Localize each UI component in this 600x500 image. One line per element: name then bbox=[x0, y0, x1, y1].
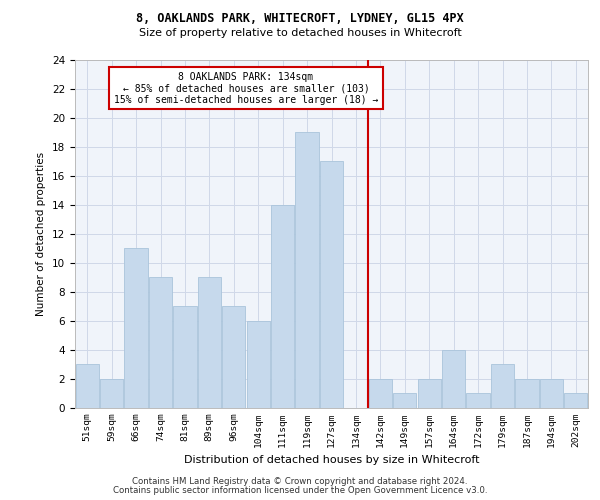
Bar bbox=[515, 378, 539, 408]
Text: Contains public sector information licensed under the Open Government Licence v3: Contains public sector information licen… bbox=[113, 486, 487, 495]
Bar bbox=[222, 306, 245, 408]
Bar bbox=[100, 378, 123, 408]
Bar bbox=[564, 393, 587, 407]
Bar bbox=[466, 393, 490, 407]
Text: Size of property relative to detached houses in Whitecroft: Size of property relative to detached ho… bbox=[139, 28, 461, 38]
Bar bbox=[320, 162, 343, 408]
Bar bbox=[198, 277, 221, 407]
X-axis label: Distribution of detached houses by size in Whitecroft: Distribution of detached houses by size … bbox=[184, 455, 479, 465]
Bar bbox=[149, 277, 172, 407]
Bar bbox=[124, 248, 148, 408]
Text: 8 OAKLANDS PARK: 134sqm
← 85% of detached houses are smaller (103)
15% of semi-d: 8 OAKLANDS PARK: 134sqm ← 85% of detache… bbox=[114, 72, 378, 105]
Bar bbox=[540, 378, 563, 408]
Bar bbox=[491, 364, 514, 408]
Text: Contains HM Land Registry data © Crown copyright and database right 2024.: Contains HM Land Registry data © Crown c… bbox=[132, 477, 468, 486]
Bar bbox=[271, 205, 294, 408]
Bar bbox=[393, 393, 416, 407]
Bar bbox=[247, 320, 270, 408]
Bar bbox=[369, 378, 392, 408]
Bar bbox=[173, 306, 197, 408]
Y-axis label: Number of detached properties: Number of detached properties bbox=[37, 152, 46, 316]
Text: 8, OAKLANDS PARK, WHITECROFT, LYDNEY, GL15 4PX: 8, OAKLANDS PARK, WHITECROFT, LYDNEY, GL… bbox=[136, 12, 464, 26]
Bar bbox=[76, 364, 99, 408]
Bar bbox=[418, 378, 441, 408]
Bar bbox=[442, 350, 465, 408]
Bar bbox=[295, 132, 319, 407]
